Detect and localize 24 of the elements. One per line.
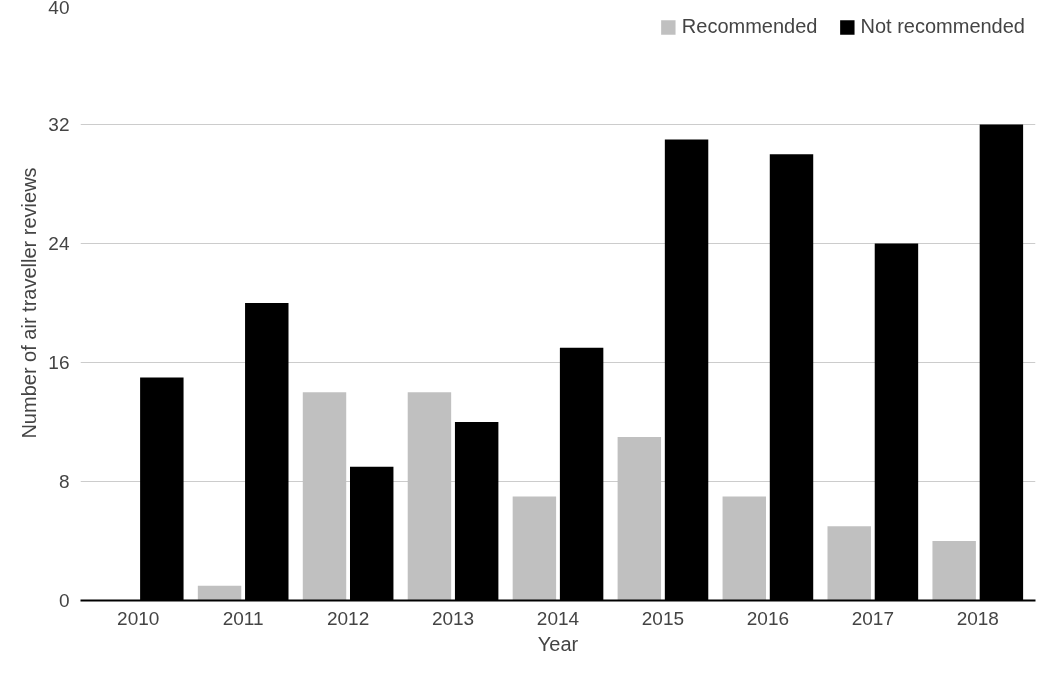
legend-label: Not recommended [860,15,1025,38]
bar [932,541,976,601]
y-axis-title: Number of air traveller reviews [18,167,41,439]
x-tick-label: 2016 [746,607,790,629]
y-tick-label: 32 [48,114,70,135]
x-tick-label: 2011 [222,607,264,629]
bar [197,585,242,601]
bar [722,496,766,601]
x-axis-title: Year [537,632,579,655]
x-tick-label: 2014 [536,607,580,629]
bar [512,496,557,601]
y-tick-label: 16 [48,352,70,373]
legend-label: Recommended [681,15,818,38]
x-tick-label: 2015 [641,607,685,629]
y-tick-label: 40 [48,0,70,18]
y-tick-label: 8 [58,471,70,492]
x-tick-label: 2018 [956,607,999,629]
x-tick-label: 2017 [851,607,894,629]
y-tick-label: 24 [48,233,70,254]
x-tick-label: 2012 [326,607,370,629]
bar [827,526,871,601]
x-tick-label: 2013 [431,607,475,629]
y-tick-label: 0 [58,590,70,611]
x-tick-label: 2010 [117,607,160,629]
